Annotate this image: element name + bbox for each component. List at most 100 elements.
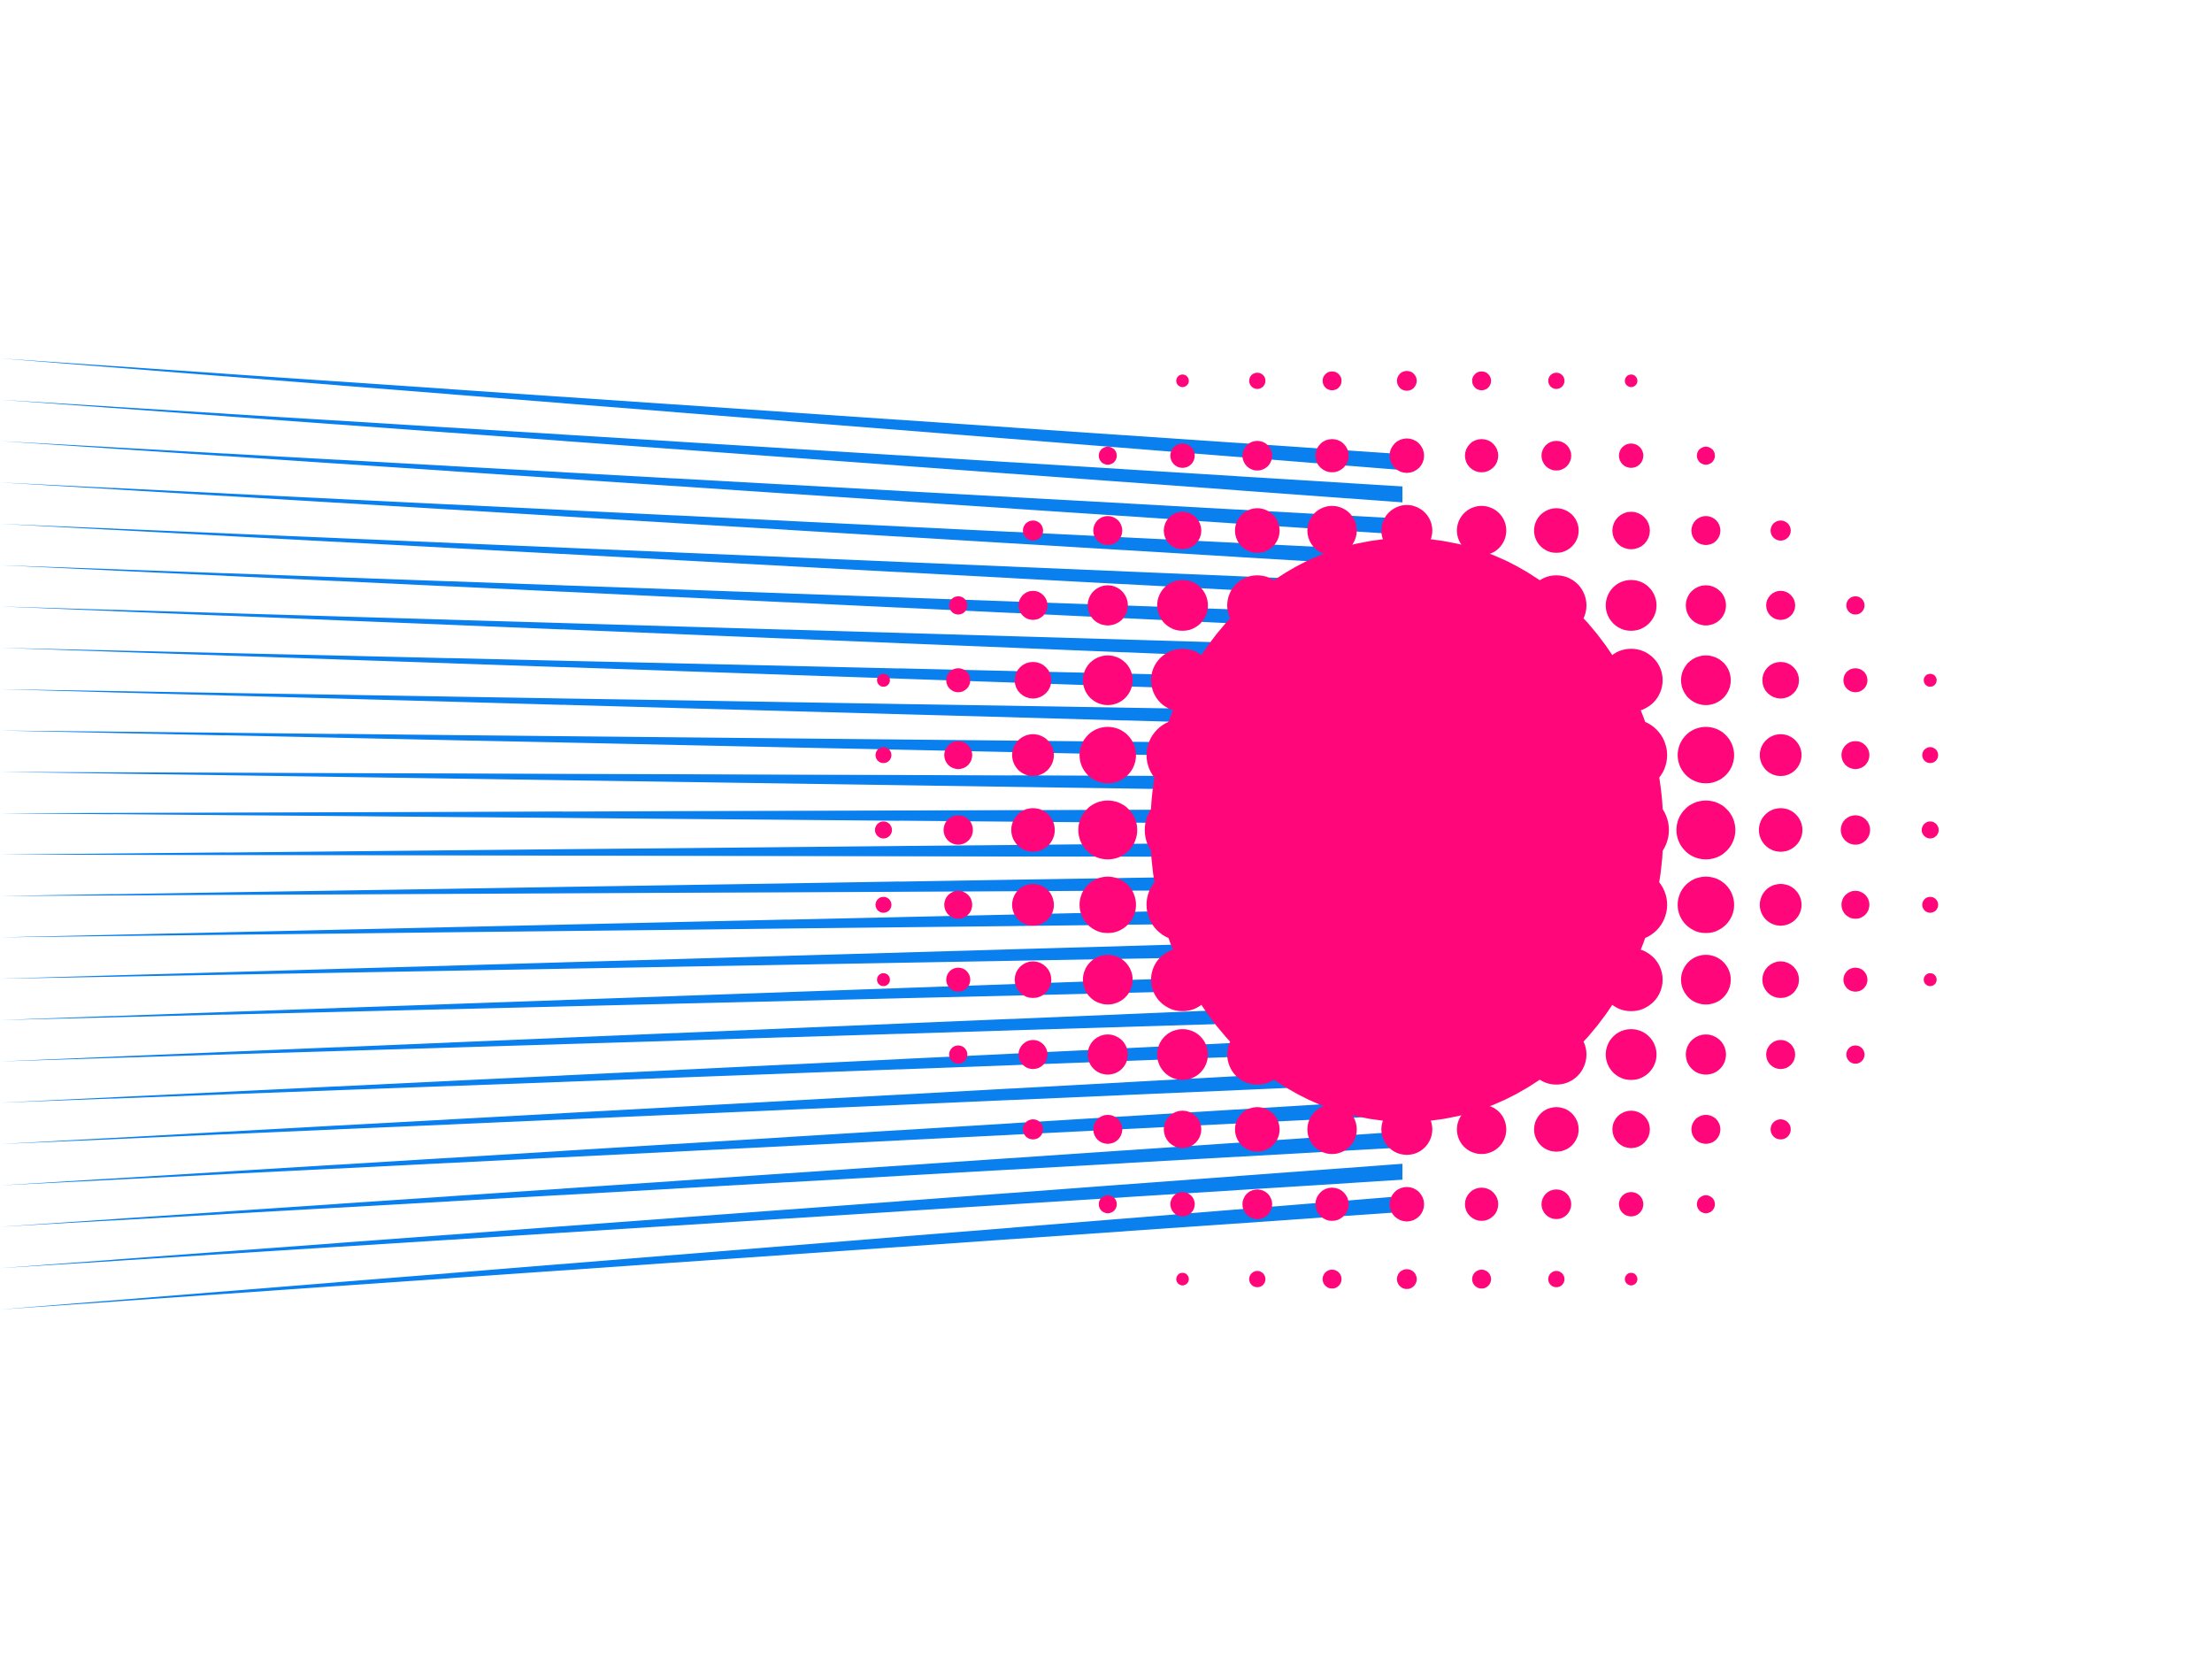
halftone-dot: [1098, 1195, 1118, 1214]
halftone-dot: [1840, 815, 1870, 845]
halftone-dot: [1471, 1269, 1492, 1289]
halftone-dot: [1624, 374, 1638, 388]
halftone-dot: [1691, 516, 1721, 545]
halftone-dot: [949, 1045, 968, 1064]
speed-line: [0, 565, 1402, 632]
halftone-dot: [1548, 373, 1565, 389]
halftone-dot: [1389, 438, 1425, 473]
halftone-dot: [1678, 876, 1734, 933]
halftone-dot: [1011, 734, 1055, 777]
halftone-dot: [1846, 595, 1865, 615]
speed-line: [0, 970, 1402, 1020]
halftone-dot: [1396, 1269, 1417, 1289]
halftone-dot: [1093, 1115, 1123, 1144]
halftone-dot: [1618, 443, 1644, 468]
halftone-dot: [1548, 1271, 1565, 1287]
speed-line: [0, 688, 1402, 728]
halftone-dot: [1922, 747, 1939, 764]
halftone-dot: [1082, 955, 1133, 1005]
halftone-dot: [1248, 373, 1266, 389]
halftone-dot: [1922, 896, 1939, 913]
halftone-dot: [1533, 1107, 1579, 1152]
halftone-dot: [1079, 876, 1136, 933]
speed-line: [0, 1131, 1402, 1227]
halftone-dot: [1078, 800, 1138, 860]
halftone-dot: [1093, 516, 1123, 545]
halftone-dot: [1686, 1034, 1726, 1075]
halftone-dot: [1164, 511, 1202, 549]
halftone-dot: [1014, 961, 1052, 998]
halftone-dot: [1605, 1029, 1657, 1080]
halftone-dot: [949, 595, 968, 615]
halftone-dot: [1098, 446, 1118, 465]
halftone-dot: [1396, 371, 1417, 391]
halftone-dot: [1921, 821, 1939, 839]
speed-line: [0, 523, 1402, 600]
halftone-dot: [1605, 580, 1657, 631]
halftone-dot: [1010, 808, 1056, 852]
halftone-dot: [1759, 734, 1802, 777]
halftone-dot: [874, 821, 893, 839]
speed-line: [0, 1195, 1402, 1310]
halftone-core: [1150, 538, 1663, 1122]
halftone-dot: [1541, 441, 1571, 471]
halftone-dot: [1164, 1110, 1202, 1148]
halftone-dot: [875, 747, 892, 764]
halftone-dots: [874, 371, 1939, 1289]
speed-line: [0, 399, 1402, 503]
halftone-dot: [1156, 580, 1209, 631]
halftone-dot: [1087, 1034, 1128, 1075]
halftone-dot: [1018, 590, 1048, 620]
speed-line: [0, 441, 1402, 535]
speed-line: [0, 1099, 1402, 1186]
speed-line: [0, 358, 1402, 471]
speed-line: [0, 873, 1402, 896]
speed-line: [0, 1164, 1402, 1269]
halftone-dot: [1014, 662, 1052, 699]
halftone-dot: [1018, 1040, 1048, 1070]
halftone-dot: [1541, 1189, 1571, 1219]
halftone-dot: [1023, 520, 1043, 541]
halftone-dot: [1766, 1040, 1795, 1070]
halftone-dot: [1770, 1119, 1791, 1140]
halftone-dot: [946, 668, 971, 693]
halftone-dot: [1533, 508, 1579, 553]
halftone-dot: [1762, 662, 1800, 699]
halftone-dot: [1464, 439, 1499, 472]
halftone-dot: [1680, 955, 1732, 1005]
halftone-dot: [944, 890, 972, 919]
halftone-dot: [943, 815, 973, 845]
speed-line: [0, 1034, 1402, 1103]
halftone-dot: [1678, 726, 1734, 784]
halftone-dot: [1023, 1119, 1043, 1140]
halftone-dot: [1691, 1115, 1721, 1144]
halftone-dot: [1471, 371, 1492, 391]
halftone-dot: [1624, 1272, 1638, 1286]
speed-line: [0, 482, 1402, 567]
halftone-dot: [1079, 726, 1136, 784]
halftone-dot: [1464, 1187, 1499, 1221]
halftone-dot: [1759, 884, 1802, 926]
halftone-dot: [946, 967, 971, 992]
halftone-dot: [1322, 1269, 1342, 1289]
halftone-dot: [875, 896, 892, 913]
halftone-dot: [1011, 884, 1055, 926]
halftone-dot: [1087, 585, 1128, 626]
halftone-dot: [1170, 443, 1195, 468]
halftone-dot: [1176, 1272, 1189, 1286]
halftone-dot: [1322, 371, 1342, 391]
halftone-dot: [877, 972, 890, 987]
halftone-dot: [1234, 1107, 1280, 1152]
halftone-dot: [1924, 972, 1937, 987]
halftone-dot: [1170, 1192, 1195, 1217]
speed-line: [0, 648, 1402, 696]
halftone-dot: [1234, 508, 1280, 553]
speed-line: [0, 1066, 1402, 1145]
halftone-dot: [1082, 655, 1133, 705]
halftone-dot: [1766, 590, 1795, 620]
speed-line: [0, 841, 1402, 857]
speed-line: [0, 1003, 1402, 1062]
halftone-dot: [1924, 673, 1937, 688]
speed-line: [0, 938, 1402, 979]
